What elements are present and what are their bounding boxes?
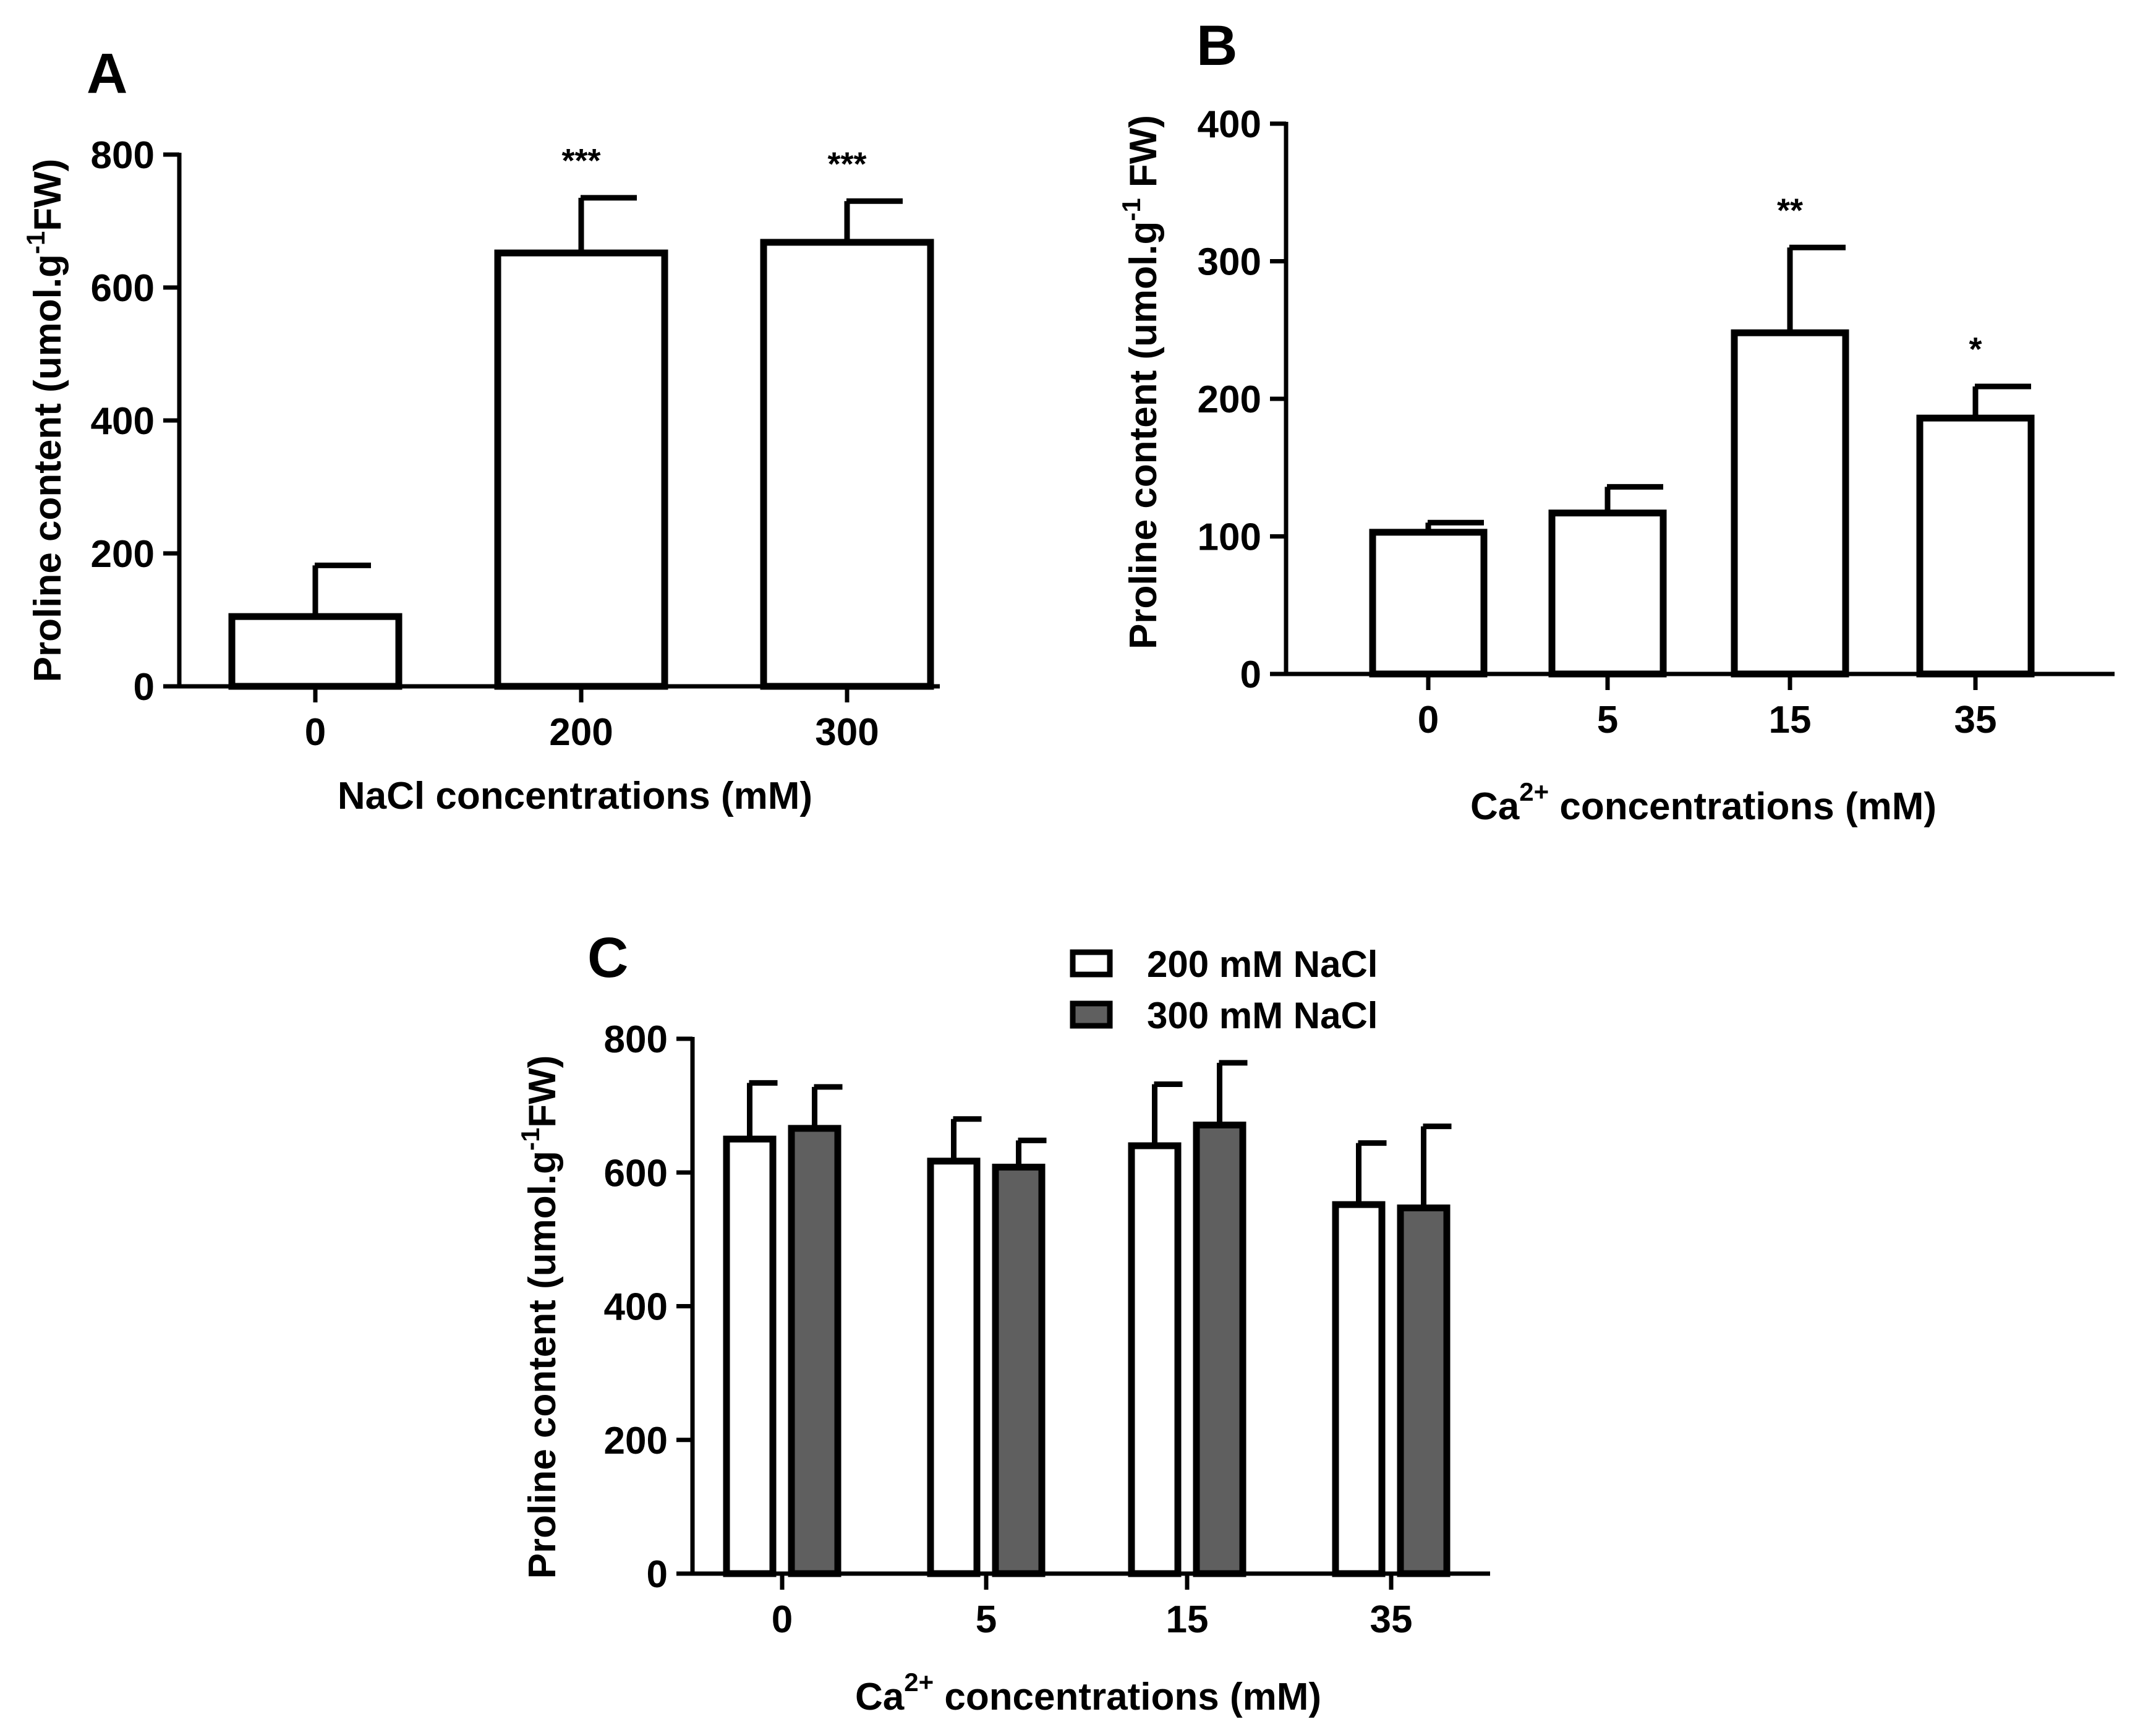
panel-b-x-axis-title: Ca2+ concentrations (mM) [1470, 777, 1937, 828]
legend-swatch [1070, 1000, 1113, 1029]
legend-label: 200 mM NaCl [1147, 944, 1378, 985]
panel-a-significance-label: *** [827, 145, 866, 182]
panel-c-bar [992, 1164, 1046, 1577]
panel-b-y-axis-title: Proline content (umol.g-1 FW) [1117, 115, 1165, 649]
panel-c-bar [927, 1157, 981, 1577]
panel-b-x-tick-label: 0 [1418, 699, 1439, 741]
panel-b: B Proline content (umol.g-1 FW) Ca2+ con… [1117, 14, 2115, 828]
panel-c-bar [1193, 1121, 1246, 1577]
panel-b-y-tick-label: 300 [1198, 241, 1261, 284]
panel-c-x-tick-label: 15 [1166, 1598, 1209, 1641]
panel-a-x-axis-title: NaCl concentrations (mM) [338, 775, 812, 817]
panel-a-y-axis-label: Proline content (umol.g-1FW) [21, 159, 69, 683]
panel-c-y-tick-label: 800 [604, 1018, 668, 1061]
panel-a-y-tick-label: 200 [91, 533, 155, 576]
panel-c-bar [788, 1125, 842, 1577]
legend-label: 300 mM NaCl [1147, 995, 1378, 1036]
panel-c-letter: C [587, 926, 628, 989]
legend-swatch [1070, 949, 1113, 978]
panel-b-x-tick-label: 15 [1769, 699, 1812, 741]
panel-c-x-tick-label: 0 [772, 1598, 793, 1641]
panel-c-legend: 200 mM NaCl 300 mM NaCl [1070, 944, 1378, 1036]
panel-a-letter: A [87, 42, 127, 105]
panel-b-significance-label: * [1969, 331, 1982, 368]
panel-b-significance-label: ** [1777, 192, 1803, 229]
panel-a-y-axis-title: Proline content (umol.g-1FW) [21, 159, 69, 683]
panel-b-x-tick-label: 35 [1954, 699, 1997, 741]
panel-c-y-tick-label: 0 [647, 1553, 668, 1596]
panel-c-y-axis-label: Proline content (umol.g-1FW) [516, 1055, 564, 1579]
panel-c-x-tick-label: 5 [976, 1598, 997, 1641]
panel-a-y-tick-label: 600 [91, 267, 155, 310]
panel-b-bar [1731, 329, 1849, 678]
panel-a: A Proline content (umol.g-1FW) NaCl conc… [21, 42, 940, 817]
panel-b-x-tick-label: 5 [1597, 699, 1618, 741]
panel-c-plot: 0 200 400 600 800 0 5 15 35 [604, 1018, 1490, 1641]
panel-a-significance-label: *** [561, 142, 600, 179]
panel-b-y-tick-label: 100 [1198, 516, 1261, 559]
panel-c-y-axis-title: Proline content (umol.g-1FW) [516, 1055, 564, 1579]
panel-a-y-tick-label: 800 [91, 134, 155, 177]
panel-a-bar [494, 249, 668, 690]
panel-a-y-tick-label: 400 [91, 400, 155, 443]
panel-c: C Proline content (umol.g-1FW) Ca2+ conc… [516, 926, 1490, 1718]
panel-b-plot: 0 100 200 300 400 0 5 15 ** 35 * [1198, 103, 2115, 741]
panel-a-y-tick-label: 0 [134, 666, 155, 709]
panel-b-y-tick-label: 400 [1198, 103, 1261, 146]
panel-b-y-axis-label: Proline content (umol.g-1 FW) [1117, 115, 1165, 649]
panel-c-y-tick-label: 400 [604, 1286, 668, 1329]
panel-a-x-tick-label: 300 [815, 711, 879, 754]
panel-c-y-tick-label: 200 [604, 1420, 668, 1462]
panel-c-bar [723, 1135, 777, 1577]
panel-a-bar [760, 239, 934, 690]
panel-a-bar [228, 613, 403, 690]
panel-b-bar [1548, 509, 1667, 678]
panel-c-bar [1128, 1142, 1182, 1577]
panel-a-x-tick-label: 200 [549, 711, 613, 754]
panel-b-letter: B [1196, 14, 1237, 77]
panel-c-y-tick-label: 600 [604, 1152, 668, 1195]
panel-c-x-axis-title: Ca2+ concentrations (mM) [855, 1668, 1321, 1718]
panel-b-y-tick-label: 0 [1240, 654, 1261, 696]
panel-c-bar [1397, 1204, 1451, 1577]
panel-b-bar [1369, 529, 1488, 678]
panel-a-x-tick-label: 0 [305, 711, 326, 754]
panel-c-x-tick-label: 35 [1370, 1598, 1413, 1641]
panel-c-bar [1332, 1201, 1386, 1577]
panel-b-bar [1916, 414, 2035, 678]
panel-a-plot: 0 200 400 600 800 0 200 *** 300 *** [91, 134, 940, 754]
panel-b-y-tick-label: 200 [1198, 378, 1261, 421]
